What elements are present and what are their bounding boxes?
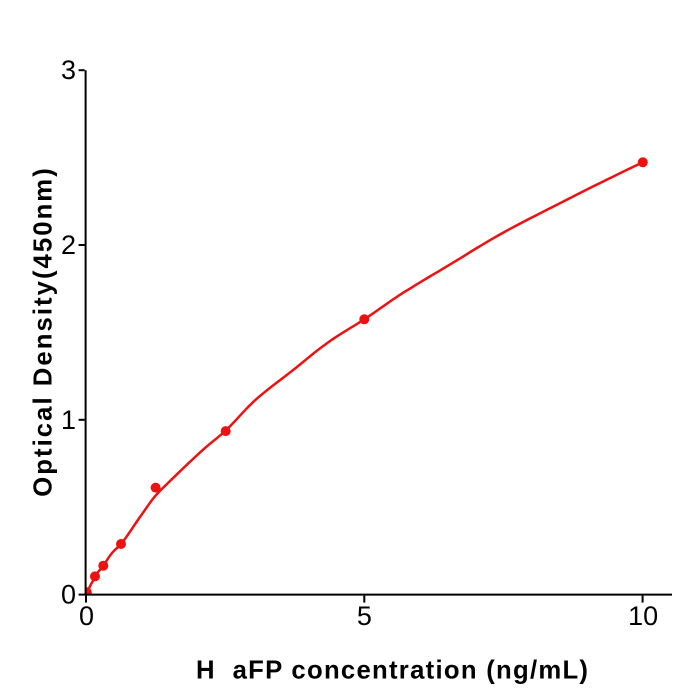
svg-text:5: 5 (357, 601, 372, 631)
svg-text:10: 10 (628, 601, 658, 631)
svg-text:H aFP concentration (ng/mL): H aFP concentration (ng/mL) (196, 656, 589, 684)
svg-text:1: 1 (61, 405, 76, 435)
svg-text:Optical Density(450nm): Optical Density(450nm) (30, 166, 58, 497)
svg-text:0: 0 (61, 580, 76, 610)
svg-text:3: 3 (61, 55, 76, 85)
svg-text:0: 0 (79, 601, 94, 631)
svg-text:2: 2 (61, 230, 76, 260)
